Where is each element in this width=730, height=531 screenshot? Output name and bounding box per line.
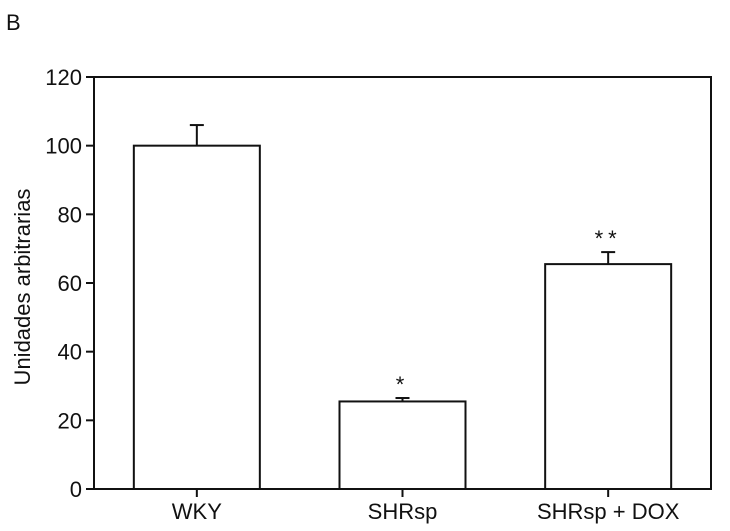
significance-marker: * [396, 372, 410, 397]
x-category-label: SHRsp [368, 499, 438, 524]
panel-label: B [6, 10, 21, 35]
y-tick-label: 40 [58, 340, 82, 365]
bar-shrsp [338, 400, 467, 491]
y-tick-label: 0 [70, 477, 82, 502]
x-category-label: WKY [172, 499, 222, 524]
y-tick-label: 60 [58, 271, 82, 296]
significance-marker: ** [595, 226, 622, 251]
bar-wky [132, 144, 261, 491]
significance-annotations: *** [396, 226, 622, 397]
y-tick-label: 120 [45, 65, 82, 90]
error-bars [189, 124, 616, 402]
y-tick-label: 80 [58, 202, 82, 227]
y-axis-title: Unidades arbitrarias [10, 189, 35, 386]
x-category-label: SHRsp + DOX [537, 499, 680, 524]
bar-shrsp-dox [544, 263, 673, 490]
y-axis: 0 20 40 60 80 100 120 [45, 65, 94, 502]
y-tick-label: 100 [45, 134, 82, 159]
y-tick-label: 20 [58, 408, 82, 433]
bars [132, 144, 673, 491]
x-axis: WKY SHRsp SHRsp + DOX [172, 489, 680, 524]
